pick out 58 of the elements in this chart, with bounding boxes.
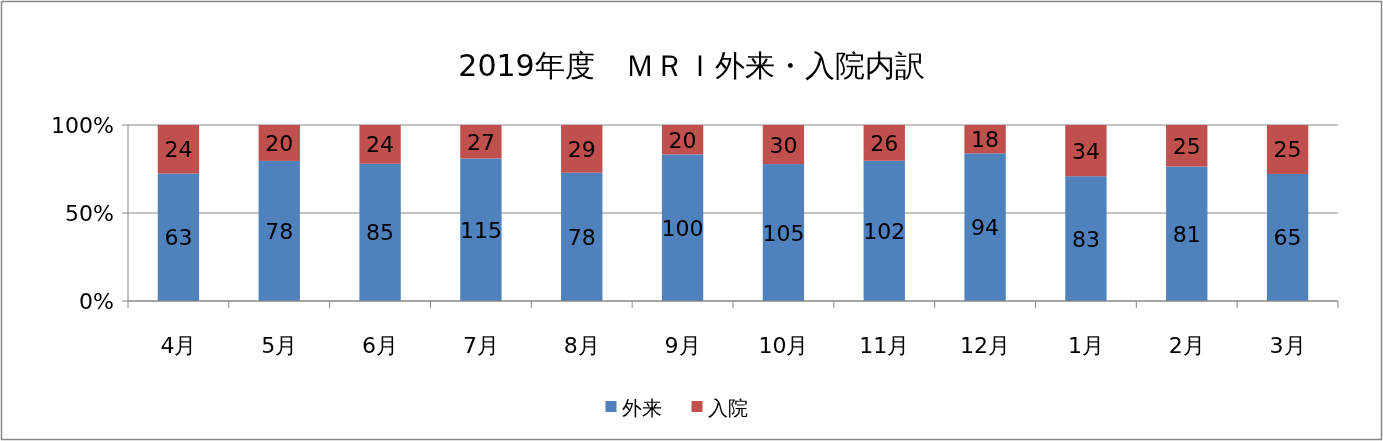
annotation: 81 (1172, 221, 1201, 247)
bar (762, 164, 805, 301)
x-tick-label: 10月 (758, 333, 809, 358)
annotation: 20 (265, 130, 294, 156)
bar (258, 160, 300, 301)
annotation: 18 (971, 127, 1000, 153)
annotation: 115 (459, 217, 502, 243)
bar (661, 154, 704, 301)
annotation: 78 (567, 224, 596, 250)
y-tick-label: 100% (51, 113, 114, 138)
bar (863, 160, 905, 301)
x-tick-label: 2月 (1168, 333, 1205, 358)
annotation: 20 (668, 127, 697, 153)
bar (1065, 176, 1107, 301)
x-tick-label: 11月 (859, 333, 910, 358)
bar (1266, 173, 1309, 301)
bar (359, 125, 401, 164)
annotation: 34 (1071, 138, 1100, 164)
x-tick-label: 7月 (462, 333, 499, 358)
annotation: 102 (863, 218, 906, 244)
annotation: 63 (164, 225, 193, 251)
x-tick-label: 8月 (563, 333, 600, 358)
bar (964, 153, 1006, 301)
annotation: 24 (366, 132, 395, 158)
annotation: 24 (164, 137, 193, 163)
annotation: 25 (1273, 137, 1302, 163)
annotation: 27 (466, 129, 495, 155)
x-tick-label: 1月 (1067, 333, 1104, 358)
legend-label: 外来 (621, 396, 662, 420)
bar (1266, 125, 1309, 174)
annotation: 25 (1172, 133, 1201, 159)
y-tick-label: 0% (79, 289, 114, 314)
bar (157, 125, 200, 174)
annotation: 65 (1273, 225, 1302, 251)
x-tick-label: 5月 (261, 333, 298, 358)
annotation: 78 (265, 218, 294, 244)
annotation: 100 (661, 215, 704, 241)
x-tick-label: 4月 (160, 333, 197, 358)
x-tick-label: 9月 (664, 333, 701, 358)
x-tick-label: 6月 (362, 333, 399, 358)
bar (460, 158, 502, 301)
annotation: 26 (870, 130, 899, 156)
chart-title: 2019年度 ＭＲＩ外来・入院内訳 (458, 48, 925, 83)
annotation: 29 (567, 136, 596, 162)
annotation: 105 (762, 220, 805, 246)
bar (561, 172, 603, 301)
annotation: 85 (366, 220, 395, 246)
x-tick-label: 3月 (1269, 333, 1306, 358)
legend-label: 入院 (707, 396, 748, 420)
annotation: 83 (1071, 226, 1100, 252)
bar (157, 173, 200, 301)
y-tick-label: 50% (65, 201, 114, 226)
annotation: 94 (971, 215, 1000, 241)
bar (1166, 166, 1208, 301)
bar (1065, 125, 1107, 177)
bar (359, 163, 401, 301)
annotation: 30 (769, 132, 798, 158)
x-tick-label: 12月 (960, 333, 1011, 358)
